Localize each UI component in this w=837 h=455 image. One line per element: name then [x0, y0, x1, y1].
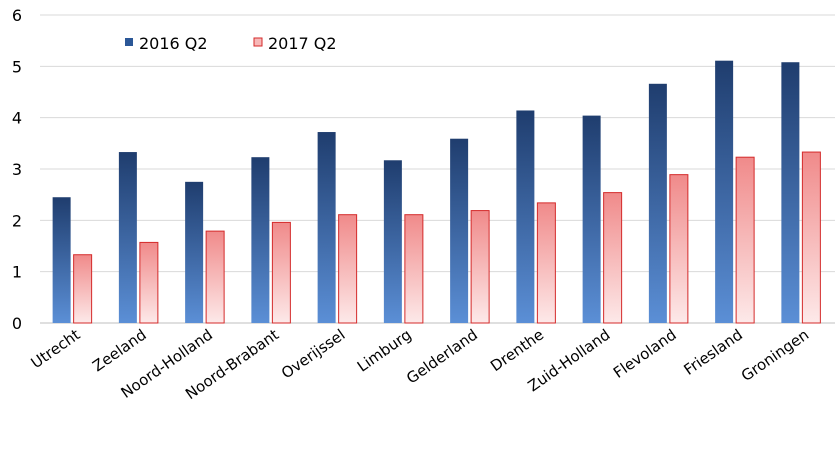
x-tick-label: Limburg — [354, 326, 415, 376]
x-tick-label: Drenthe — [487, 326, 547, 376]
x-tick-label: Gelderland — [403, 326, 481, 388]
bar-2016-q2-limburg — [383, 160, 402, 323]
bar-2017-q2-zeeland — [139, 241, 159, 324]
x-tick-label: Zeeland — [89, 326, 149, 376]
legend-swatch-2017-q2 — [253, 37, 263, 47]
x-tick-label: Utrecht — [28, 325, 84, 372]
legend-label-2016-q2: 2016 Q2 — [139, 34, 208, 53]
bar-2016-q2-friesland — [715, 60, 734, 323]
bar-2016-q2-overijssel — [317, 132, 336, 323]
y-tick-label: 1 — [12, 263, 22, 282]
legend: 2016 Q2 2017 Q2 — [125, 34, 337, 53]
x-tick-label: Groningen — [738, 326, 812, 386]
x-tick-label: Friesland — [680, 326, 745, 379]
bar-2017-q2-noord-brabant — [271, 221, 291, 324]
bar-2016-q2-noord-brabant — [251, 157, 270, 323]
bar-2016-q2-gelderland — [450, 138, 469, 323]
bar-2016-q2-drenthe — [516, 110, 535, 323]
bar-2017-q2-friesland — [735, 156, 755, 324]
y-tick-label: 2 — [12, 211, 22, 230]
bar-2016-q2-flevoland — [648, 83, 667, 323]
bar-2016-q2-groningen — [781, 62, 800, 324]
legend-swatch-2016-q2 — [125, 38, 133, 46]
y-tick-label: 0 — [12, 314, 22, 333]
bar-2016-q2-zeeland — [118, 152, 137, 323]
bar-2017-q2-zuid-holland — [603, 192, 623, 324]
x-tick-label: Flevoland — [610, 326, 680, 382]
bars — [52, 60, 821, 324]
y-tick-label: 5 — [12, 57, 22, 76]
gridlines — [40, 14, 835, 324]
x-axis-tick-labels: Utrecht ZeelandNoord-HollandNoord-Brabant… — [28, 325, 813, 403]
y-axis-tick-labels: 0 1 2 3 4 5 6 — [12, 6, 22, 333]
bar-2016-q2-zuid-holland — [582, 115, 601, 323]
y-tick-label: 6 — [12, 6, 22, 25]
bar-2017-q2-overijssel — [338, 214, 358, 324]
bar-2017-q2-groningen — [801, 151, 821, 324]
bar-2017-q2-gelderland — [470, 210, 490, 324]
bar-2017-q2-flevoland — [669, 174, 689, 324]
bar-2017-q2-limburg — [404, 214, 424, 324]
bar-2016-q2-noord-holland — [185, 181, 204, 323]
y-tick-label: 4 — [12, 109, 22, 128]
bar-2017-q2-utrecht — [73, 254, 93, 324]
bar-2017-q2-noord-holland — [205, 230, 225, 324]
bar-2016-q2-utrecht — [52, 197, 71, 323]
bar-2017-q2-drenthe — [536, 202, 556, 324]
x-tick-label: Overijssel — [278, 326, 348, 383]
legend-label-2017-q2: 2017 Q2 — [268, 34, 337, 53]
y-tick-label: 3 — [12, 160, 22, 179]
